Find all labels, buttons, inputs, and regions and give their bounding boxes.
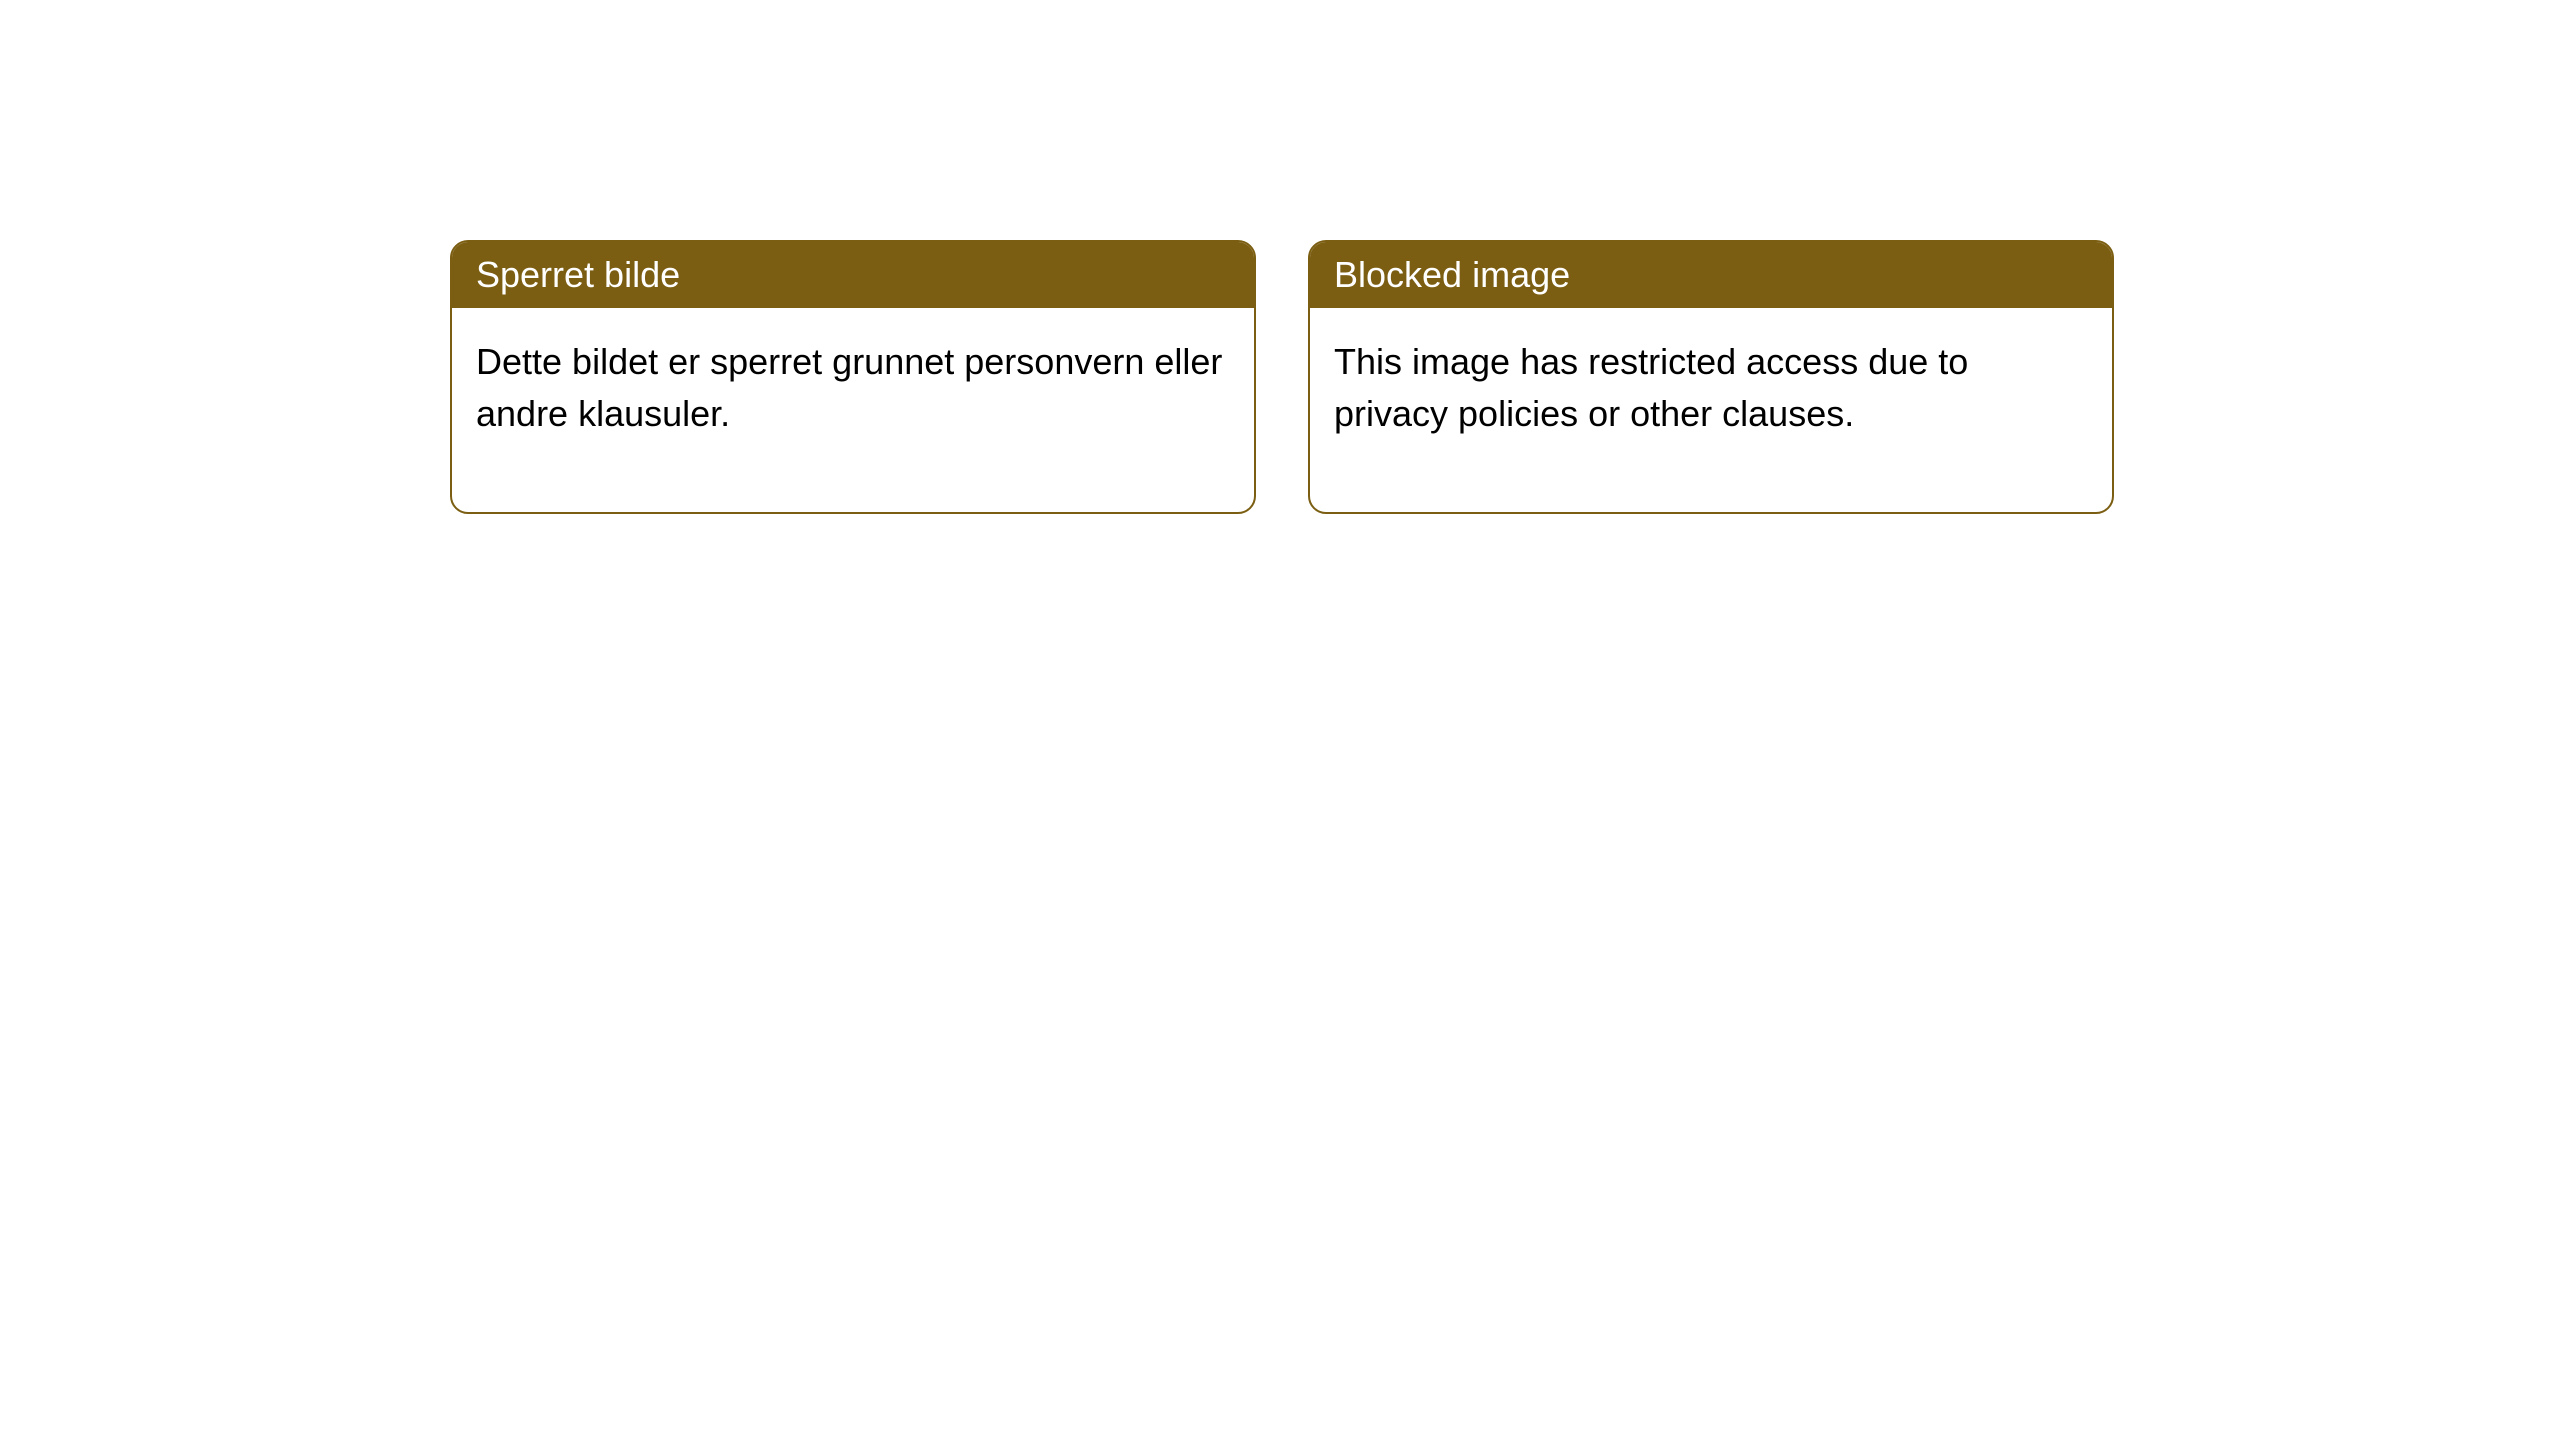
notice-card-english: Blocked image This image has restricted …: [1308, 240, 2114, 514]
notice-container: Sperret bilde Dette bildet er sperret gr…: [0, 0, 2560, 514]
notice-card-norwegian: Sperret bilde Dette bildet er sperret gr…: [450, 240, 1256, 514]
notice-header: Sperret bilde: [452, 242, 1254, 308]
notice-body: Dette bildet er sperret grunnet personve…: [452, 308, 1254, 512]
notice-header: Blocked image: [1310, 242, 2112, 308]
notice-body: This image has restricted access due to …: [1310, 308, 2112, 512]
